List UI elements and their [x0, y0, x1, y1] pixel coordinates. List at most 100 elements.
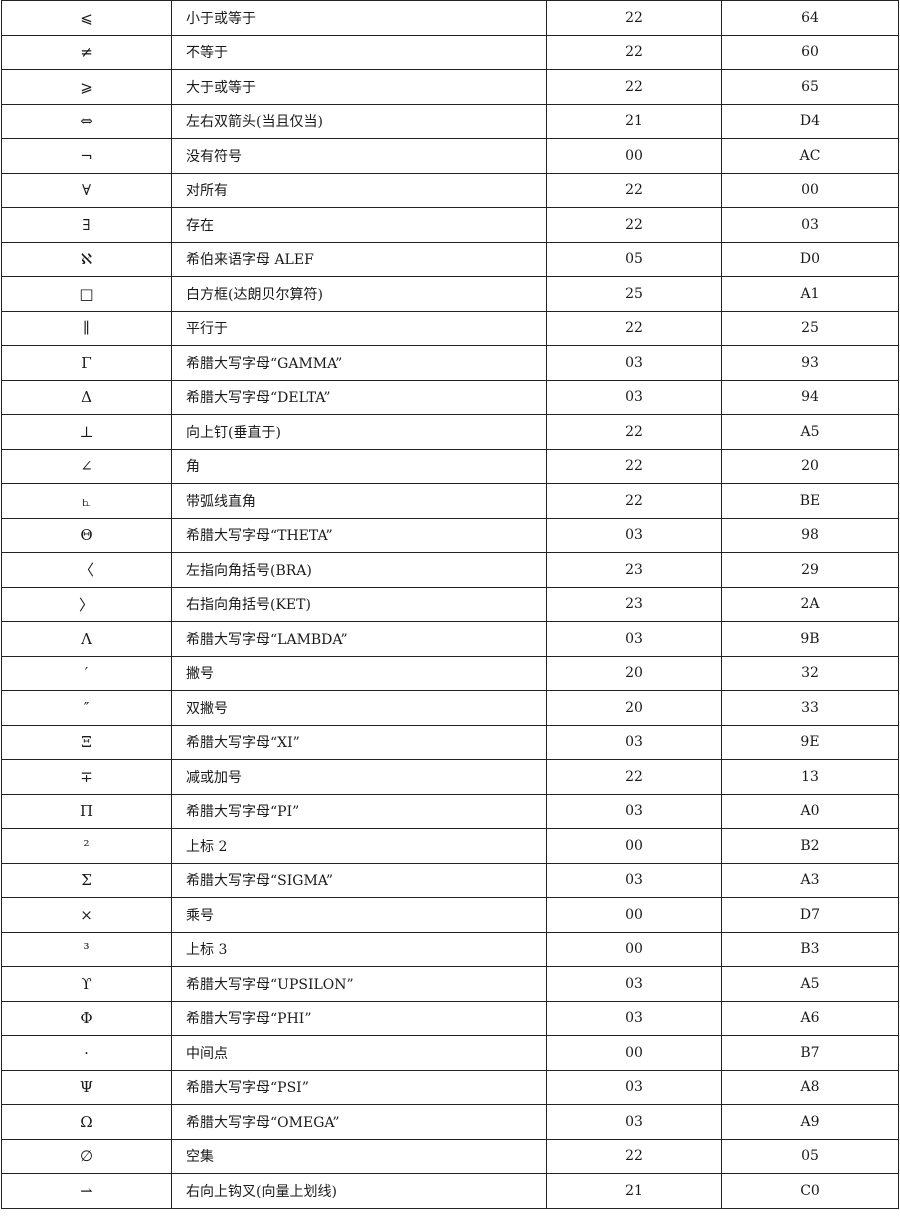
code-high-cell: 00 — [546, 1035, 722, 1071]
table-row: 〈左指向角括号(BRA) 23 29 — [1, 552, 899, 588]
code-high-cell: 22 — [546, 310, 722, 346]
table-row: ′ 撇号 20 32 — [1, 655, 899, 691]
symbol-cell: Λ — [1, 621, 172, 657]
name-cell: 左指向角括号(BRA) — [171, 552, 547, 588]
name-cell: 带弧线直角 — [171, 483, 547, 519]
name-cell: 上标 3 — [171, 931, 547, 967]
table-row: ³ 上标 3 00 B3 — [1, 931, 899, 967]
name-cell: 希腊大写字母“GAMMA” — [171, 345, 547, 381]
name-cell: 空集 — [171, 1138, 547, 1174]
name-cell: 中间点 — [171, 1035, 547, 1071]
table-row: ∃ 存在 22 03 — [1, 207, 899, 243]
table-row: ⦜ 带弧线直角 22 BE — [1, 483, 899, 519]
table-row: ϒ 希腊大写字母“UPSILON” 03 A5 — [1, 966, 899, 1002]
code-low-cell: A1 — [721, 276, 899, 312]
table-row: × 乘号 00 D7 — [1, 897, 899, 933]
code-high-cell: 03 — [546, 862, 722, 898]
symbol-cell: ℵ — [1, 241, 172, 277]
name-cell: 减或加号 — [171, 759, 547, 795]
code-high-cell: 21 — [546, 1173, 722, 1209]
code-high-cell: 22 — [546, 1138, 722, 1174]
code-low-cell: A6 — [721, 1000, 899, 1036]
name-cell: 大于或等于 — [171, 69, 547, 105]
table-row: ⇀ 右向上钩叉(向量上划线) 21 C0 — [1, 1173, 899, 1209]
code-low-cell: 2A — [721, 586, 899, 622]
symbol-cell: Π — [1, 793, 172, 829]
name-cell: 撇号 — [171, 655, 547, 691]
code-low-cell: D7 — [721, 897, 899, 933]
code-low-cell: A9 — [721, 1104, 899, 1140]
table-row: ℵ 希伯来语字母 ALEF 05 D0 — [1, 241, 899, 277]
table-row: Ξ 希腊大写字母“XI” 03 9E — [1, 724, 899, 760]
code-high-cell: 03 — [546, 621, 722, 657]
symbol-cell: ⊥ — [1, 414, 172, 450]
code-high-cell: 22 — [546, 414, 722, 450]
symbol-cell: ∓ — [1, 759, 172, 795]
code-low-cell: 20 — [721, 448, 899, 484]
code-high-cell: 03 — [546, 1000, 722, 1036]
code-low-cell: B2 — [721, 828, 899, 864]
code-low-cell: A8 — [721, 1069, 899, 1105]
symbol-cell: Ω — [1, 1104, 172, 1140]
table-row: Σ 希腊大写字母“SIGMA” 03 A3 — [1, 862, 899, 898]
code-low-cell: 65 — [721, 69, 899, 105]
code-low-cell: 94 — [721, 379, 899, 415]
table-row: ² 上标 2 00 B2 — [1, 828, 899, 864]
table-row: □ 白方框(达朗贝尔算符) 25 A1 — [1, 276, 899, 312]
code-low-cell: A5 — [721, 414, 899, 450]
table-row: ≠ 不等于 22 60 — [1, 34, 899, 70]
symbol-cell: Φ — [1, 1000, 172, 1036]
code-high-cell: 00 — [546, 897, 722, 933]
code-high-cell: 05 — [546, 241, 722, 277]
symbol-cell: Θ — [1, 517, 172, 553]
code-low-cell: 98 — [721, 517, 899, 553]
symbol-cell: Ψ — [1, 1069, 172, 1105]
code-high-cell: 22 — [546, 483, 722, 519]
code-low-cell: 64 — [721, 0, 899, 36]
code-high-cell: 23 — [546, 552, 722, 588]
code-low-cell: 93 — [721, 345, 899, 381]
code-high-cell: 23 — [546, 586, 722, 622]
code-high-cell: 03 — [546, 1104, 722, 1140]
symbol-cell: Ξ — [1, 724, 172, 760]
name-cell: 希腊大写字母“UPSILON” — [171, 966, 547, 1002]
name-cell: 不等于 — [171, 34, 547, 70]
symbol-cell: Γ — [1, 345, 172, 381]
code-high-cell: 03 — [546, 1069, 722, 1105]
symbol-cell: ¬ — [1, 138, 172, 174]
code-high-cell: 22 — [546, 172, 722, 208]
symbol-cell: □ — [1, 276, 172, 312]
code-low-cell: D0 — [721, 241, 899, 277]
symbol-cell: ′ — [1, 655, 172, 691]
symbol-cell: ⦜ — [1, 483, 172, 519]
table-row: ⊥ 向上钉(垂直于) 22 A5 — [1, 414, 899, 450]
name-cell: 希腊大写字母“PSI” — [171, 1069, 547, 1105]
code-high-cell: 03 — [546, 966, 722, 1002]
code-high-cell: 03 — [546, 379, 722, 415]
symbol-cell: Σ — [1, 862, 172, 898]
code-low-cell: 00 — [721, 172, 899, 208]
code-low-cell: A5 — [721, 966, 899, 1002]
name-cell: 小于或等于 — [171, 0, 547, 36]
code-high-cell: 00 — [546, 138, 722, 174]
table-row: ⩾ 大于或等于 22 65 — [1, 69, 899, 105]
table-row: ∠ 角 22 20 — [1, 448, 899, 484]
code-high-cell: 03 — [546, 793, 722, 829]
symbol-cell: ⩽ — [1, 0, 172, 36]
symbol-cell: ∃ — [1, 207, 172, 243]
symbol-cell: ∥ — [1, 310, 172, 346]
code-low-cell: 13 — [721, 759, 899, 795]
symbol-cell: ∅ — [1, 1138, 172, 1174]
table-row: ∅ 空集 22 05 — [1, 1138, 899, 1174]
table-row: · 中间点 00 B7 — [1, 1035, 899, 1071]
name-cell: 希腊大写字母“PHI” — [171, 1000, 547, 1036]
code-high-cell: 03 — [546, 517, 722, 553]
table-row: Φ 希腊大写字母“PHI” 03 A6 — [1, 1000, 899, 1036]
symbol-cell: × — [1, 897, 172, 933]
name-cell: 乘号 — [171, 897, 547, 933]
table-row: Ω 希腊大写字母“OMEGA” 03 A9 — [1, 1104, 899, 1140]
symbol-cell: ⇀ — [1, 1173, 172, 1209]
name-cell: 希腊大写字母“PI” — [171, 793, 547, 829]
